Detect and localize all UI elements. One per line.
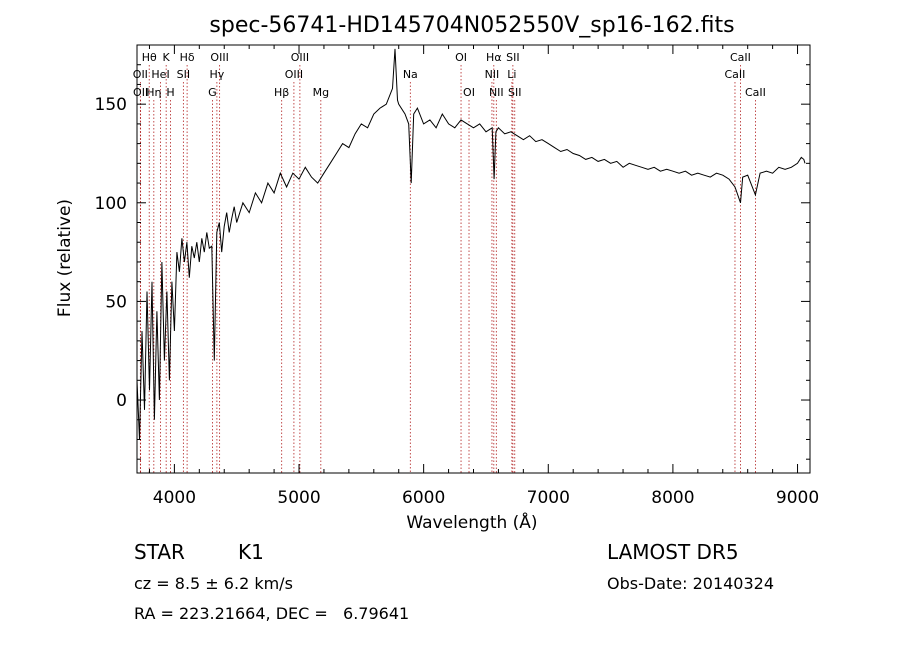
y-tick-label-2: 100: [95, 194, 127, 214]
y-axis-label: Flux (relative): [55, 199, 75, 317]
y-tick-label-1: 50: [105, 292, 127, 312]
line-label-18: OI: [463, 86, 475, 99]
line-label-19: Hα: [486, 51, 502, 64]
line-label-13: OIII: [285, 68, 303, 81]
object-subclass: K1: [238, 540, 264, 564]
line-label-10: Hγ: [209, 68, 224, 81]
x-tick-label-5: 9000: [776, 488, 819, 508]
line-label-6: Hδ: [180, 51, 195, 64]
line-label-7: SII: [177, 68, 190, 81]
line-label-23: Li: [507, 68, 516, 81]
line-label-4: HeI: [151, 68, 169, 81]
x-tick-label-0: 4000: [153, 488, 196, 508]
line-label-15: Mg: [313, 86, 329, 99]
x-tick-label-1: 5000: [277, 488, 320, 508]
line-label-14: Hβ: [274, 86, 289, 99]
x-axis: 4000 5000 6000 7000 8000 9000: [148, 45, 819, 508]
object-class: STAR: [134, 540, 185, 564]
spectral-line-markers: [139, 65, 756, 473]
line-label-24: SII: [508, 86, 521, 99]
y-tick-label-0: 0: [116, 391, 127, 411]
line-label-3: K: [163, 51, 171, 64]
y-axis: 0 50 100 150: [95, 44, 810, 460]
line-label-9: OIII: [210, 51, 228, 64]
plot-frame: [136, 44, 811, 474]
line-label-27: CaII: [745, 86, 766, 99]
line-label-5: Hη: [146, 86, 161, 99]
line-label-16: Na: [403, 68, 418, 81]
x-tick-label-3: 7000: [527, 488, 570, 508]
survey-name: LAMOST DR5: [607, 540, 739, 564]
observation-date: Obs-Date: 20140324: [607, 574, 775, 593]
line-label-20: NII: [485, 68, 500, 81]
x-tick-label-4: 8000: [651, 488, 694, 508]
line-label-25: CaII: [730, 51, 751, 64]
line-label-0: Hθ: [142, 51, 157, 64]
line-label-17: OI: [455, 51, 467, 64]
line-label-12: OIII: [291, 51, 309, 64]
x-axis-label: Wavelength (Å): [406, 511, 537, 533]
chart-title: spec-56741-HD145704N052550V_sp16-162.fit…: [209, 13, 734, 38]
series-line-spectrum: [136, 48, 806, 440]
line-label-22: SII: [506, 51, 519, 64]
line-label-26: CaII: [725, 68, 746, 81]
line-label-1: OII: [133, 68, 148, 81]
ra-dec: RA = 223.21664, DEC = 6.79641: [134, 604, 410, 623]
line-label-8: H: [166, 86, 174, 99]
line-label-21: NII: [489, 86, 504, 99]
x-tick-label-2: 6000: [402, 488, 445, 508]
y-tick-label-3: 150: [95, 95, 127, 115]
line-label-11: G: [208, 86, 217, 99]
redshift-cz: cz = 8.5 ± 6.2 km/s: [134, 574, 293, 593]
